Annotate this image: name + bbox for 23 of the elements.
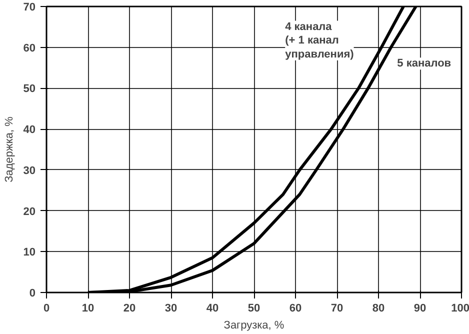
x-tick-label: 60 [289, 302, 302, 314]
y-tick-label: 0 [29, 288, 36, 300]
y-tick-label: 30 [23, 164, 36, 177]
x-tick-label: 80 [372, 302, 385, 314]
y-tick-label: 40 [23, 124, 36, 136]
x-tick-label: 50 [248, 302, 260, 314]
y-tick-label: 20 [23, 206, 36, 218]
y-tick-label: 10 [23, 246, 36, 259]
y-tick-label: 60 [23, 42, 36, 54]
x-axis-title: Загрузка, % [224, 320, 284, 332]
x-tick-label: 20 [123, 302, 136, 314]
annotation: 4 канала (+ 1 канал управления) [285, 20, 354, 60]
x-tick-label: 100 [451, 302, 469, 314]
y-tick-label: 50 [23, 83, 36, 96]
x-tick-label: 30 [164, 302, 178, 314]
x-tick-label: 40 [206, 302, 219, 314]
y-axis-title: Задержка, % [3, 116, 16, 182]
x-tick-label: 10 [82, 302, 94, 314]
y-tick-label: 70 [23, 2, 36, 14]
x-tick-label: 70 [330, 302, 344, 314]
annotation: 5 каналов [397, 58, 452, 70]
x-tick-label: 0 [43, 302, 50, 314]
x-tick-label: 90 [414, 302, 426, 314]
